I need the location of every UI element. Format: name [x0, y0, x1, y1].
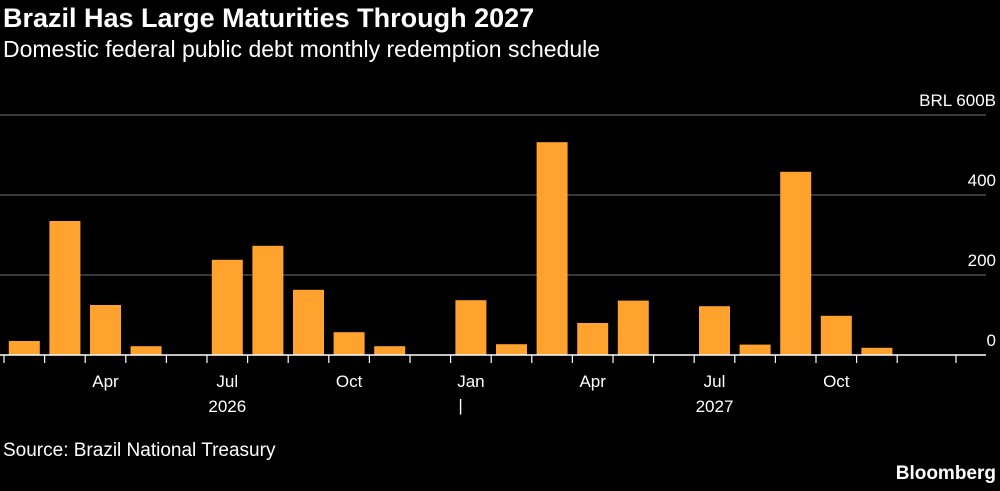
x-tick-label: Apr [92, 372, 119, 391]
chart-subtitle: Domestic federal public debt monthly red… [3, 36, 601, 62]
y-tick-label: 0 [987, 331, 996, 350]
x-tick-label: Apr [579, 372, 606, 391]
bar [496, 344, 527, 355]
x-tick-label: Jan [457, 372, 484, 391]
x-tick-label: Jul [704, 372, 726, 391]
year-label: 2027 [696, 397, 734, 416]
bar [252, 245, 284, 355]
bar [780, 171, 812, 355]
bar [536, 142, 568, 355]
y-tick-label: 400 [968, 171, 996, 190]
bar [699, 306, 730, 355]
bar [130, 346, 162, 355]
bar [8, 341, 40, 355]
bar [455, 300, 487, 355]
x-tick-label: Oct [823, 372, 850, 391]
bar [861, 347, 893, 355]
y-tick-label: 200 [968, 251, 996, 270]
bar [90, 305, 121, 355]
source-note: Source: Brazil National Treasury [3, 440, 276, 461]
gridlines [0, 114, 986, 276]
bar [49, 221, 81, 355]
brand-logo: Bloomberg [895, 463, 996, 484]
bar [739, 344, 771, 355]
year-label: 2026 [208, 397, 246, 416]
bar [333, 332, 365, 355]
x-tick-label: Jul [216, 372, 238, 391]
bar [211, 259, 243, 355]
y-axis-labels: BRL 600B 400 200 0 [919, 91, 996, 350]
chart-title: Brazil Has Large Maturities Through 2027 [3, 3, 535, 33]
bar [293, 289, 324, 355]
bar [820, 315, 852, 355]
x-axis-labels: Apr Jul Oct Jan Apr Jul Oct 2026 2027 | [92, 372, 850, 416]
y-tick-label: BRL 600B [919, 91, 996, 110]
bar [617, 300, 649, 355]
year-separator: | [458, 396, 462, 415]
bars [8, 142, 893, 355]
bar [374, 346, 406, 355]
x-tick-label: Oct [336, 372, 363, 391]
bar [577, 323, 609, 355]
x-axis [0, 354, 986, 363]
